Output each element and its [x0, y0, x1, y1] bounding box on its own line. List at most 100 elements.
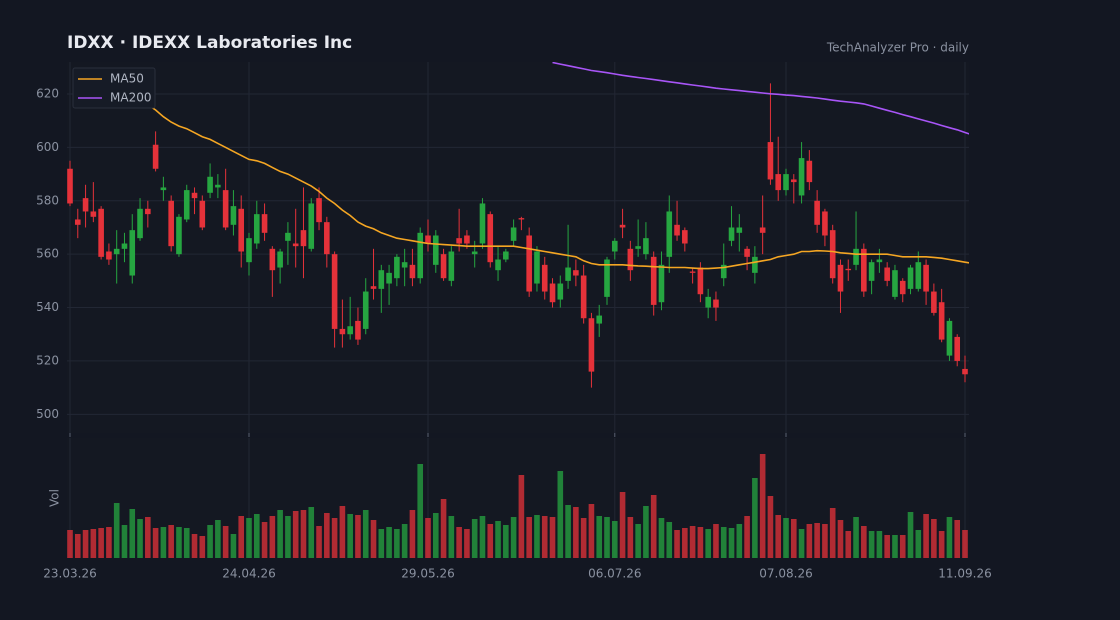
volume-bar — [892, 535, 898, 558]
candle-body — [650, 256, 657, 305]
volume-bar — [495, 521, 501, 558]
volume-bar — [401, 524, 408, 558]
candle-body — [954, 336, 961, 361]
candle-body — [798, 158, 805, 196]
volume-bar — [938, 531, 945, 558]
candle-body — [752, 256, 758, 273]
candle-body — [394, 256, 400, 279]
ma-line — [552, 62, 969, 135]
volume-bar — [417, 464, 424, 558]
legend-label: MA50 — [110, 72, 144, 86]
candle-body — [316, 198, 322, 223]
volume-bar — [355, 515, 361, 558]
ma-lines — [108, 62, 969, 270]
volume-bar — [106, 527, 112, 558]
candle-body — [152, 144, 159, 169]
candle-body — [300, 230, 307, 247]
y-tick-label: 520 — [36, 353, 59, 367]
volume-bar — [168, 525, 174, 558]
candle-body — [759, 227, 766, 233]
candle-body — [145, 208, 151, 215]
legend-label: MA200 — [110, 91, 151, 105]
candle-body — [907, 267, 914, 289]
volume-bar — [152, 528, 159, 558]
candle-body — [814, 200, 820, 225]
volume-bar — [619, 492, 626, 558]
volume-bar — [829, 508, 836, 558]
volume-bar — [775, 515, 782, 558]
candle-body — [868, 262, 875, 281]
y-tick-label: 560 — [36, 247, 59, 261]
candle-body — [736, 227, 743, 233]
volume-bar — [931, 519, 937, 558]
candle-body — [160, 187, 167, 191]
candle-body — [479, 203, 486, 244]
volume-bar — [238, 516, 245, 558]
volume-bar — [580, 518, 587, 558]
volume-bar — [269, 516, 276, 558]
candle-body — [269, 248, 276, 271]
volume-bar — [347, 514, 353, 558]
volume-bar — [362, 510, 369, 558]
volume-bar — [98, 528, 104, 558]
candle-body — [931, 291, 937, 313]
candle-body — [74, 219, 81, 225]
candle-body — [697, 267, 704, 295]
volume-bar — [728, 528, 735, 558]
candle-body — [899, 280, 906, 295]
x-tick-label: 11.09.26 — [938, 567, 991, 581]
volume-bar — [868, 531, 875, 558]
volume-bar — [557, 471, 564, 558]
volume-bar — [915, 530, 922, 558]
y-tick-label: 540 — [36, 300, 59, 314]
volume-bar — [183, 528, 190, 558]
candle-body — [720, 264, 727, 279]
candle-body — [728, 227, 735, 241]
candle-body — [705, 296, 711, 308]
volume-bar — [565, 505, 571, 558]
candle-body — [495, 259, 501, 271]
candle-body — [191, 192, 198, 199]
volume-bar — [822, 524, 828, 558]
candle-body — [176, 216, 182, 255]
volume-bar — [845, 531, 852, 558]
volume-bar — [650, 495, 657, 558]
volume-bar — [331, 518, 338, 558]
volume-bar — [394, 529, 400, 558]
volume-bar — [518, 475, 525, 558]
candle-body — [331, 254, 338, 329]
volume-bar — [759, 454, 766, 558]
volume-bar — [604, 517, 610, 558]
volume-bar — [526, 517, 532, 558]
volume-bar — [510, 517, 517, 558]
x-tick-label: 23.03.26 — [43, 567, 96, 581]
y-tick-label: 580 — [36, 193, 59, 207]
candle-body — [845, 268, 852, 271]
candle-body — [876, 259, 883, 263]
x-tick-label: 06.07.26 — [588, 567, 641, 581]
candle-body — [619, 224, 626, 228]
candle-body — [471, 251, 478, 255]
volume-bar — [705, 529, 711, 558]
candle-body — [604, 259, 610, 297]
candle-body — [775, 174, 782, 191]
candle-body — [67, 168, 73, 204]
candle-body — [464, 235, 470, 244]
volume-axis-label: Vol — [48, 489, 62, 507]
volume-bar — [682, 528, 688, 558]
volume-bar — [596, 516, 603, 558]
volume-bar — [82, 530, 89, 558]
volume-bar — [145, 517, 151, 558]
candle-body — [790, 179, 797, 183]
candles — [67, 83, 968, 388]
candle-body — [923, 264, 929, 292]
candle-body — [822, 211, 828, 236]
candle-body — [674, 224, 680, 236]
candle-body — [713, 299, 719, 308]
candle-body — [666, 211, 673, 257]
candle-body — [510, 227, 517, 241]
candle-body — [137, 208, 143, 239]
volume-bar — [425, 518, 431, 558]
